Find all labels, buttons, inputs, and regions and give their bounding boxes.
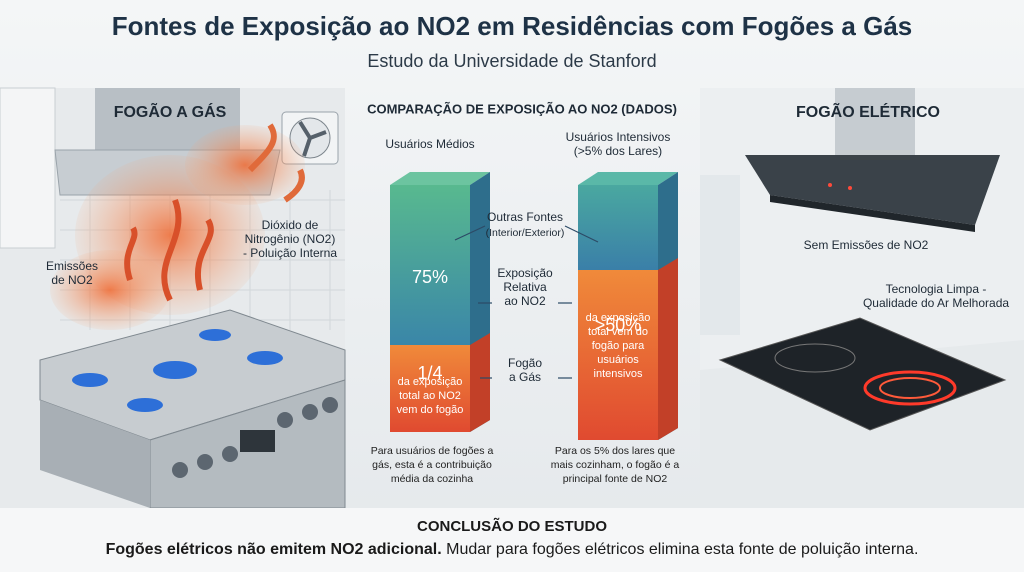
text-line: Usuários Médios <box>385 137 474 151</box>
text-line: Usuários Intensivos <box>566 130 671 144</box>
clean-tech-label: Tecnologia Limpa -Qualidade do Ar Melhor… <box>863 282 1009 310</box>
text-line: da exposição <box>586 312 651 324</box>
conclusion-rest: Mudar para fogões elétricos elimina esta… <box>442 541 919 558</box>
subtitle: Estudo da Universidade de Stanford <box>367 51 656 71</box>
lower-share: 1/4 <box>417 363 442 383</box>
text-line: Exposição <box>497 266 553 280</box>
text-line: da exposição <box>398 376 463 388</box>
text-line: intensivos <box>594 368 643 380</box>
conclusion-bold: Fogões elétricos não emitem NO2 adiciona… <box>106 541 442 558</box>
other-sources-sub: (Interior/Exterior) <box>486 227 565 239</box>
gas-stove-illustration <box>0 87 346 509</box>
electric-panel-title: FOGÃO ELÉTRICO <box>796 101 940 121</box>
column-note: Para os 5% dos lares que mais cozinham, o… <box>551 445 680 485</box>
column-average <box>390 172 490 432</box>
emissions-label: Emissões de NO2 <box>46 259 98 287</box>
gas-panel-title: FOGÃO A GÁS <box>114 101 227 121</box>
column-intensive <box>578 172 678 440</box>
title: Fontes de Exposição ao NO2 em Residência… <box>112 11 913 41</box>
column-heading: Usuários Intensivos (>5% dos Lares) <box>566 130 671 158</box>
text-line: gás, esta é a contribuição <box>372 459 492 471</box>
text-line: total ao NO2 <box>399 390 461 402</box>
text-line: (>5% dos Lares) <box>574 144 662 158</box>
conclusion-heading: CONCLUSÃO DO ESTUDO <box>417 517 607 535</box>
text-line: total vem do <box>588 326 648 338</box>
text-line: - Poluição Interna <box>243 246 337 260</box>
text-line: mais cozinham, o fogão é a <box>551 459 680 471</box>
comparison-title: COMPARAÇÃO DE EXPOSIÇÃO AO NO2 (DADOS) <box>367 101 677 116</box>
text-line: Para os 5% dos lares que <box>555 445 675 457</box>
text-line: Fogão <box>508 356 542 370</box>
stove-label: Fogão a Gás <box>508 356 542 384</box>
text-line: vem do fogão <box>397 404 464 416</box>
text-line: média da cozinha <box>391 473 473 485</box>
no-emissions-label: Sem Emissões de NO2 <box>804 238 929 252</box>
lower-share: >50% <box>595 315 642 335</box>
text-line: principal fonte de NO2 <box>563 473 668 485</box>
text-line: Nitrogênio (NO2) <box>245 232 336 246</box>
no2-label: Dióxido de Nitrogênio (NO2) - Poluição Int… <box>243 218 337 260</box>
text-line: Relativa <box>503 280 547 294</box>
lower-text: da exposição total ao NO2 vem do fogão <box>397 376 464 416</box>
column-heading: Usuários Médios <box>385 137 474 151</box>
electric-stove-illustration <box>700 88 1024 508</box>
text-line: a Gás <box>509 370 541 384</box>
column-note: Para usuários de fogões a gás, esta é a c… <box>371 445 494 485</box>
conclusion-band <box>0 508 1024 572</box>
relative-label: Exposição Relativa ao NO2 <box>497 266 553 308</box>
conclusion-text: Fogões elétricos não emitem NO2 adiciona… <box>106 541 919 558</box>
text-line: Para usuários de fogões a <box>371 445 494 457</box>
text-line: usuários <box>597 354 639 366</box>
text-line: Emissões <box>46 259 98 273</box>
text-line: ao NO2 <box>504 294 546 308</box>
upper-share: 75% <box>412 267 448 287</box>
connector-arrows <box>454 225 599 379</box>
other-sources-label: Outras Fontes <box>487 210 563 224</box>
text-line: Qualidade do Ar Melhorada <box>863 296 1009 310</box>
text-line: Dióxido de <box>262 218 319 232</box>
text-line: de NO2 <box>51 273 93 287</box>
text-line: fogão para <box>592 340 645 352</box>
lower-text: da exposição total vem do fogão para usuári… <box>586 312 651 380</box>
text-line: Tecnologia Limpa - <box>886 282 987 296</box>
